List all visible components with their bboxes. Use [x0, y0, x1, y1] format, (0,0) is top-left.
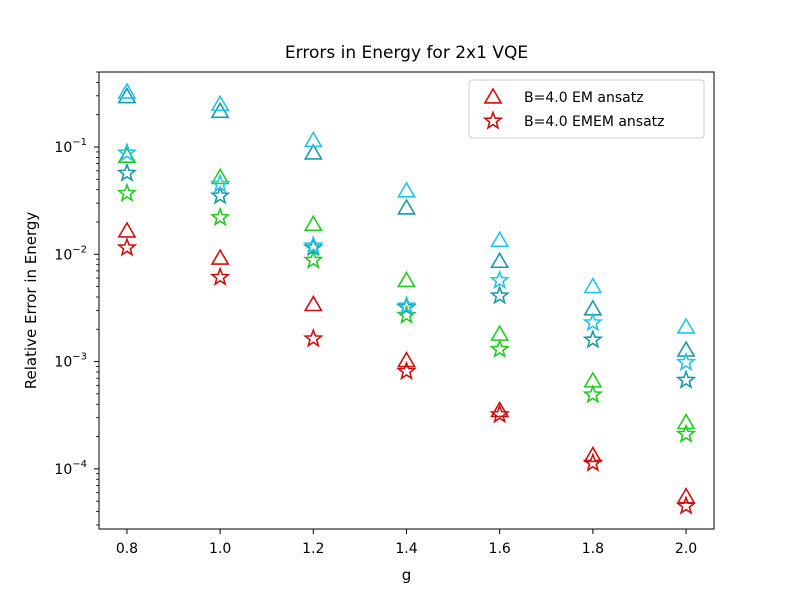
- star-marker: [396, 304, 417, 325]
- triangle-marker: [210, 167, 230, 185]
- triangle-marker: [210, 94, 230, 112]
- triangle-marker: [303, 214, 323, 232]
- y-tick-label: 10−4: [54, 459, 87, 478]
- y-tick-base: 10: [54, 462, 72, 478]
- legend-triangle-marker: [483, 87, 503, 104]
- legend-label: B=4.0 EMEM ansatz: [524, 114, 665, 130]
- triangle-marker: [490, 324, 510, 341]
- legend-star-marker: [482, 110, 504, 130]
- star-marker: [303, 249, 324, 269]
- x-tick-label: 1.2: [302, 541, 324, 557]
- star-marker: [489, 269, 510, 290]
- star-marker: [396, 295, 417, 315]
- star-marker: [209, 206, 231, 227]
- triangle-marker: [490, 251, 510, 269]
- chart-title: Errors in Energy for 2x1 VQE: [285, 43, 528, 63]
- legend-box: [468, 79, 705, 139]
- triangle-marker: [583, 445, 603, 463]
- triangle-marker: [210, 248, 230, 265]
- triangle-marker: [303, 143, 323, 160]
- legend-label: B=4.0 EM ansatz: [524, 90, 644, 106]
- triangle-marker: [397, 181, 416, 198]
- triangle-marker: [397, 351, 416, 368]
- star-marker: [489, 338, 510, 359]
- y-tick-label: 10−2: [54, 244, 87, 263]
- star-marker: [116, 182, 138, 203]
- y-tick-label: 10−1: [54, 137, 87, 156]
- x-tick-label: 1.6: [489, 541, 511, 557]
- y-tick-exponent: −4: [72, 459, 87, 470]
- star-marker: [675, 495, 697, 515]
- star-marker: [489, 285, 510, 305]
- series-cyan-em: [117, 82, 696, 334]
- star-marker: [209, 173, 231, 193]
- star-marker: [675, 423, 697, 444]
- triangle-marker: [303, 294, 323, 312]
- x-tick-label: 1.0: [209, 541, 231, 557]
- series-red-emem: [116, 236, 697, 515]
- x-axis: 0.8 1.0 1.2 1.4 1.6 1.8 2.0: [116, 529, 697, 557]
- triangle-marker: [397, 198, 416, 215]
- star-marker: [582, 311, 604, 332]
- star-marker: [675, 351, 697, 372]
- y-axis: 10−110−210−310−4: [54, 71, 99, 526]
- y-tick-exponent: −1: [72, 137, 87, 148]
- star-marker: [396, 360, 417, 381]
- x-tick-label: 0.8: [116, 541, 138, 557]
- y-tick-label: 10−3: [54, 352, 87, 371]
- triangle-marker: [117, 221, 137, 238]
- plot-area: [98, 71, 715, 530]
- series-green-em: [117, 146, 696, 430]
- y-tick-base: 10: [54, 140, 72, 156]
- star-marker: [303, 234, 324, 255]
- star-marker: [209, 185, 231, 205]
- triangle-marker: [676, 487, 696, 504]
- series-red-em: [117, 221, 696, 504]
- star-marker: [209, 266, 231, 287]
- star-marker: [116, 162, 138, 182]
- triangle-marker: [397, 270, 416, 288]
- series-green-emem: [116, 182, 697, 444]
- triangle-marker: [490, 400, 510, 418]
- series-cyan-emem: [116, 142, 697, 372]
- triangle-marker: [490, 230, 510, 248]
- y-tick-base: 10: [54, 355, 72, 371]
- x-tick-label: 2.0: [675, 541, 697, 557]
- star-marker: [675, 369, 697, 389]
- x-tick-label: 1.8: [582, 541, 604, 557]
- x-axis-label: g: [402, 566, 412, 584]
- y-tick-base: 10: [54, 247, 72, 263]
- y-axis-label: Relative Error in Energy: [22, 212, 40, 390]
- star-marker: [489, 403, 510, 424]
- legend: B=4.0 EM ansatz B=4.0 EMEM ansatz: [468, 79, 705, 139]
- y-tick-exponent: −2: [72, 244, 87, 255]
- triangle-marker: [303, 130, 323, 148]
- triangle-marker: [583, 276, 603, 294]
- triangle-marker: [676, 412, 696, 430]
- y-tick-exponent: −3: [72, 352, 87, 363]
- star-marker: [303, 328, 324, 348]
- star-marker: [582, 384, 604, 404]
- x-tick-label: 1.4: [395, 541, 417, 557]
- triangle-marker: [117, 82, 137, 99]
- star-marker: [582, 452, 604, 472]
- star-marker: [116, 142, 138, 162]
- triangle-marker: [117, 86, 137, 104]
- triangle-marker: [676, 317, 696, 334]
- star-marker: [582, 329, 604, 349]
- star-marker: [116, 236, 138, 257]
